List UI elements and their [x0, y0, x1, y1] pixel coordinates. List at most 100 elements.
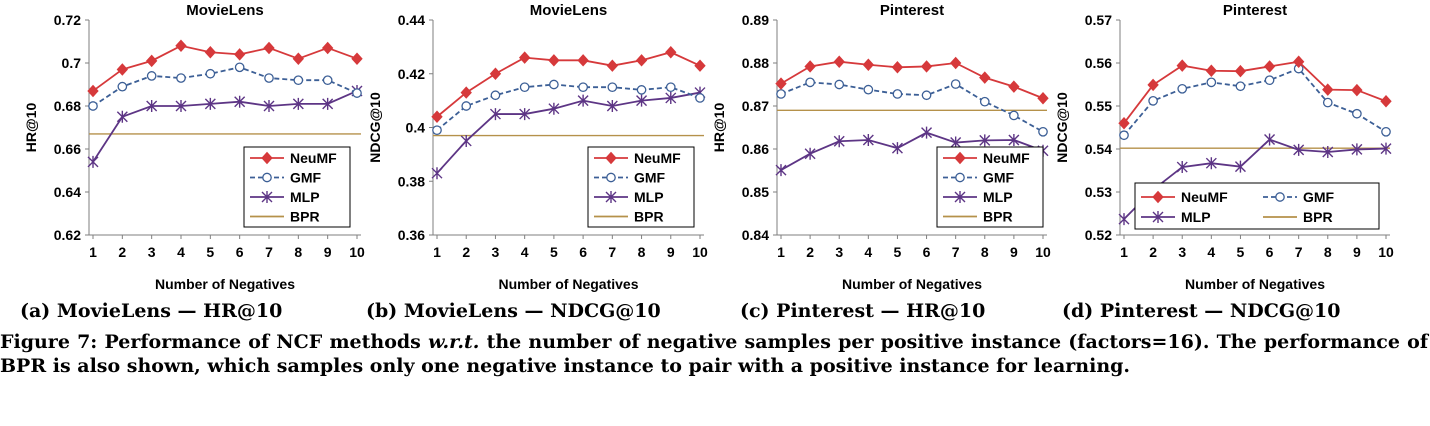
data-point	[1205, 64, 1218, 77]
legend-box	[587, 146, 695, 228]
series-line	[92, 90, 358, 163]
data-point	[891, 61, 904, 74]
series-line	[436, 91, 701, 174]
data-point	[205, 68, 216, 79]
x-tick-label: 7	[608, 244, 616, 260]
y-tick-label: 0.85	[742, 184, 769, 200]
x-axis-label: Number of Negatives	[155, 276, 295, 292]
data-point	[1234, 64, 1247, 78]
legend-item-bpr: BPR	[943, 209, 1013, 225]
x-tick-label: 9	[1010, 244, 1018, 260]
data-point	[776, 89, 786, 99]
data-point	[431, 110, 443, 123]
legend-item-mlp: MLP	[594, 189, 664, 205]
legend: NeuMF GMF MLP BPR	[936, 146, 1044, 228]
y-tick-label: 0.38	[398, 173, 425, 189]
series-line	[436, 51, 701, 118]
subcaption-d: (d) Pinterest — NDCG@10	[1062, 300, 1341, 322]
data-point	[979, 134, 991, 147]
figure-charts: MovieLens 0.62 0.64 0.66 0.68 0.7 0.72 1 2 3 4 5 6 7 8…	[23, 2, 1394, 292]
y-tick-label: 0.62	[54, 227, 81, 243]
data-point	[1292, 55, 1305, 68]
legend-label: GMF	[983, 170, 1015, 186]
x-tick-label: 5	[1237, 244, 1245, 260]
data-point	[116, 110, 128, 123]
data-point	[432, 125, 442, 136]
legend-item-mlp: MLP	[943, 189, 1013, 205]
series-line	[436, 83, 701, 131]
y-tick-label: 0.52	[1085, 227, 1112, 243]
y-axis-label: NDCG@10	[367, 92, 383, 163]
data-point	[1147, 78, 1159, 92]
data-point	[431, 167, 443, 180]
legend-item-gmf: GMF	[250, 170, 322, 186]
data-point	[833, 55, 845, 68]
legend-box	[243, 146, 351, 228]
data-point	[519, 108, 531, 121]
data-point	[636, 94, 648, 107]
x-tick-label: 8	[638, 244, 646, 260]
y-tick-label: 0.36	[398, 227, 425, 243]
data-point	[863, 84, 874, 95]
x-tick-label: 6	[1266, 244, 1274, 260]
series-line	[1123, 67, 1387, 136]
data-point	[892, 89, 903, 99]
y-tick-label: 0.54	[1085, 141, 1112, 157]
legend-label: GMF	[1303, 189, 1335, 205]
data-point	[1235, 81, 1246, 92]
x-tick-label: 3	[835, 244, 843, 260]
x-tick-label: 5	[550, 244, 558, 260]
data-point	[548, 102, 560, 115]
legend: NeuMF GMF MLP BPR	[587, 146, 695, 228]
x-tick-label: 3	[1178, 244, 1186, 260]
data-point	[805, 77, 815, 88]
data-point	[578, 82, 588, 93]
legend-marker	[261, 191, 273, 203]
data-point	[891, 142, 903, 155]
data-point	[460, 134, 472, 147]
series-line	[780, 81, 1044, 133]
data-point	[1205, 157, 1217, 170]
data-point	[87, 155, 99, 168]
y-axis-label: HR@10	[711, 103, 727, 153]
data-point	[322, 75, 333, 86]
data-point	[1234, 160, 1246, 173]
series-mlp	[431, 86, 706, 180]
data-point	[695, 93, 705, 103]
data-point	[518, 51, 531, 64]
data-point	[548, 54, 560, 67]
y-tick-label: 0.53	[1085, 184, 1112, 200]
x-tick-label: 2	[806, 244, 814, 260]
x-axis-label: Number of Negatives	[498, 276, 638, 292]
data-point	[204, 97, 216, 110]
y-tick-label: 0.42	[398, 66, 425, 82]
y-tick-label: 0.55	[1085, 98, 1112, 114]
data-point	[804, 147, 816, 160]
data-point	[949, 56, 962, 70]
data-point	[1263, 60, 1276, 73]
data-point	[804, 60, 816, 73]
x-tick-label: 2	[1149, 244, 1157, 260]
y-tick-label: 0.4	[406, 120, 426, 136]
data-point	[1293, 143, 1305, 156]
data-point	[461, 101, 472, 111]
x-tick-label: 8	[981, 244, 989, 260]
y-tick-label: 0.72	[54, 12, 81, 28]
x-tick-label: 9	[1353, 244, 1361, 260]
x-tick-label: 6	[923, 244, 931, 260]
data-point	[204, 46, 217, 59]
data-point	[920, 60, 933, 73]
data-point	[577, 94, 589, 107]
data-point	[635, 54, 648, 67]
data-point	[145, 54, 158, 68]
legend-label: MLP	[634, 189, 664, 205]
data-point	[694, 59, 706, 72]
legend-label: MLP	[1181, 209, 1211, 225]
x-tick-label: 2	[462, 244, 470, 260]
legend-label: MLP	[983, 189, 1013, 205]
x-tick-label: 7	[952, 244, 960, 260]
figure-caption: Figure 7: Performance of NCF methods w.r…	[0, 330, 1428, 378]
y-axis-label: NDCG@10	[1054, 92, 1070, 163]
x-tick-label: 7	[265, 244, 273, 260]
data-point	[1148, 95, 1158, 106]
